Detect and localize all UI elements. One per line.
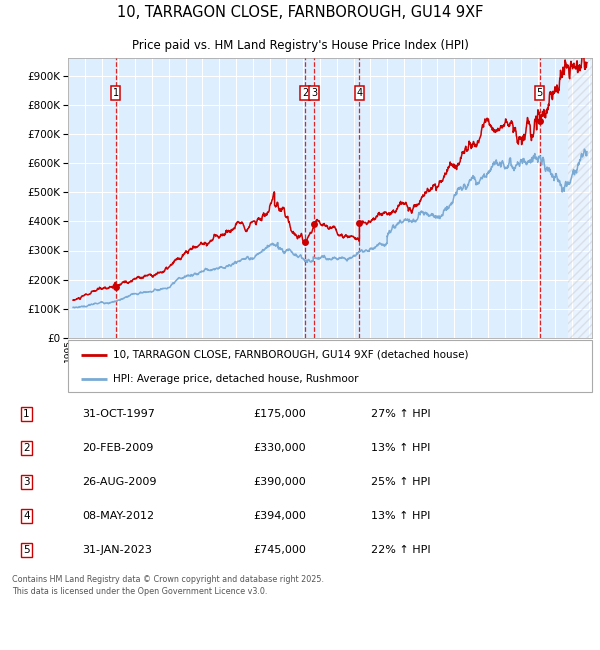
Text: 27% ↑ HPI: 27% ↑ HPI bbox=[371, 410, 430, 419]
Text: Contains HM Land Registry data © Crown copyright and database right 2025.: Contains HM Land Registry data © Crown c… bbox=[12, 575, 324, 584]
Text: £745,000: £745,000 bbox=[253, 545, 306, 555]
Text: 4: 4 bbox=[23, 511, 30, 521]
Text: 1: 1 bbox=[23, 410, 30, 419]
Text: £330,000: £330,000 bbox=[253, 443, 305, 453]
Text: 13% ↑ HPI: 13% ↑ HPI bbox=[371, 511, 430, 521]
Text: 10, TARRAGON CLOSE, FARNBOROUGH, GU14 9XF (detached house): 10, TARRAGON CLOSE, FARNBOROUGH, GU14 9X… bbox=[113, 350, 468, 359]
Text: £390,000: £390,000 bbox=[253, 477, 306, 488]
FancyBboxPatch shape bbox=[68, 340, 592, 392]
Text: 5: 5 bbox=[23, 545, 30, 555]
Text: 3: 3 bbox=[311, 88, 317, 98]
Text: 4: 4 bbox=[356, 88, 362, 98]
Text: HPI: Average price, detached house, Rushmoor: HPI: Average price, detached house, Rush… bbox=[113, 374, 358, 384]
Bar bbox=[568, 58, 592, 338]
Text: 2: 2 bbox=[302, 88, 308, 98]
Text: 2: 2 bbox=[23, 443, 30, 453]
Text: 22% ↑ HPI: 22% ↑ HPI bbox=[371, 545, 430, 555]
Text: 10, TARRAGON CLOSE, FARNBOROUGH, GU14 9XF: 10, TARRAGON CLOSE, FARNBOROUGH, GU14 9X… bbox=[117, 5, 483, 20]
Text: 1: 1 bbox=[112, 88, 119, 98]
Text: 5: 5 bbox=[536, 88, 543, 98]
Text: 25% ↑ HPI: 25% ↑ HPI bbox=[371, 477, 430, 488]
Text: 31-JAN-2023: 31-JAN-2023 bbox=[82, 545, 152, 555]
Text: 13% ↑ HPI: 13% ↑ HPI bbox=[371, 443, 430, 453]
Text: 20-FEB-2009: 20-FEB-2009 bbox=[82, 443, 154, 453]
Text: £394,000: £394,000 bbox=[253, 511, 306, 521]
Text: Price paid vs. HM Land Registry's House Price Index (HPI): Price paid vs. HM Land Registry's House … bbox=[131, 39, 469, 52]
Text: This data is licensed under the Open Government Licence v3.0.: This data is licensed under the Open Gov… bbox=[12, 588, 267, 597]
Text: 26-AUG-2009: 26-AUG-2009 bbox=[82, 477, 157, 488]
Text: 3: 3 bbox=[23, 477, 30, 488]
Text: 31-OCT-1997: 31-OCT-1997 bbox=[82, 410, 155, 419]
Text: 08-MAY-2012: 08-MAY-2012 bbox=[82, 511, 155, 521]
Text: £175,000: £175,000 bbox=[253, 410, 306, 419]
